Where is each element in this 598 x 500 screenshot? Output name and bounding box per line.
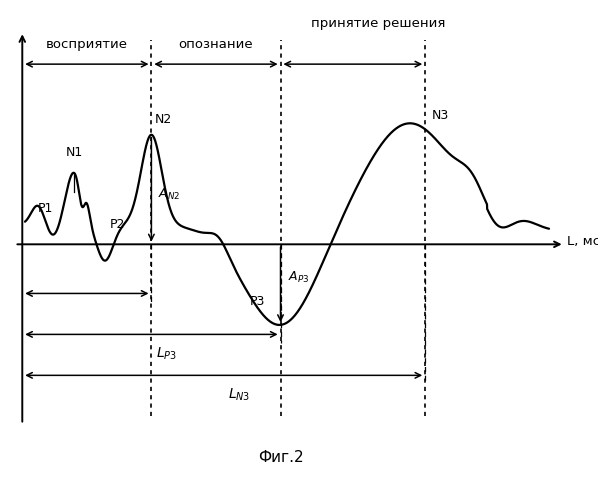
Text: N3: N3: [431, 110, 448, 122]
Text: $L_{P3}$: $L_{P3}$: [157, 346, 178, 362]
Text: восприятие: восприятие: [46, 38, 128, 51]
Text: $L_{N3}$: $L_{N3}$: [228, 386, 251, 402]
Text: N1: N1: [66, 146, 84, 160]
Text: опознание: опознание: [179, 38, 254, 51]
Text: L, мс: L, мс: [567, 234, 598, 248]
Text: принятие решения: принятие решения: [312, 16, 446, 30]
Text: P1: P1: [38, 202, 53, 214]
Text: Фиг.2: Фиг.2: [258, 450, 303, 464]
Text: $A_{P3}$: $A_{P3}$: [288, 270, 310, 284]
Text: $A_{N2}$: $A_{N2}$: [158, 188, 180, 202]
Text: P2: P2: [110, 218, 126, 231]
Text: N2: N2: [155, 114, 172, 126]
Text: P3: P3: [249, 295, 265, 308]
